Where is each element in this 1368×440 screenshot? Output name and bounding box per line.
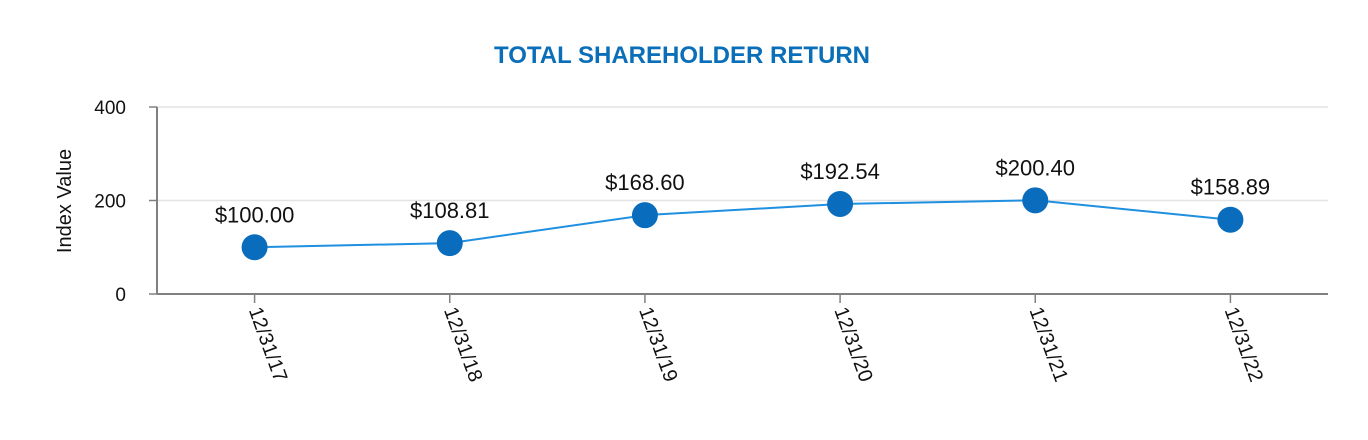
data-markers xyxy=(241,187,1244,261)
data-point xyxy=(241,234,268,261)
data-label: $158.89 xyxy=(1191,175,1271,200)
y-axis: 0 200 400 xyxy=(94,98,158,306)
data-label: $168.60 xyxy=(605,170,685,195)
x-axis: 12/31/17 12/31/18 12/31/19 12/31/20 12/31/21… xyxy=(157,293,1328,385)
x-tick-label: 12/31/20 xyxy=(829,304,876,385)
x-tick-label: 12/31/17 xyxy=(244,304,291,385)
data-point xyxy=(436,230,463,257)
x-tick-label: 12/31/21 xyxy=(1025,304,1072,385)
y-tick-label: 200 xyxy=(94,192,126,213)
data-label: $200.40 xyxy=(995,155,1075,180)
data-point xyxy=(827,190,854,217)
x-tick-label: 12/31/18 xyxy=(439,304,486,385)
y-axis-title: Index Value xyxy=(54,149,76,253)
x-tick-label: 12/31/22 xyxy=(1220,304,1267,385)
data-label: $100.00 xyxy=(215,202,295,227)
chart-title: TOTAL SHAREHOLDER RETURN xyxy=(494,42,870,69)
data-label: $192.54 xyxy=(800,159,880,184)
gridlines xyxy=(157,106,1328,202)
x-tick-label: 12/31/19 xyxy=(634,304,681,385)
data-labels: $100.00 $108.81 $168.60 $192.54 $200.40 $158.… xyxy=(215,155,1270,227)
data-point xyxy=(1022,187,1049,214)
series-line xyxy=(254,199,1231,249)
data-label: $108.81 xyxy=(410,198,490,223)
data-point xyxy=(1217,206,1244,233)
y-tick-label: 0 xyxy=(115,285,126,306)
data-point xyxy=(631,202,658,229)
y-tick-label: 400 xyxy=(94,98,126,119)
